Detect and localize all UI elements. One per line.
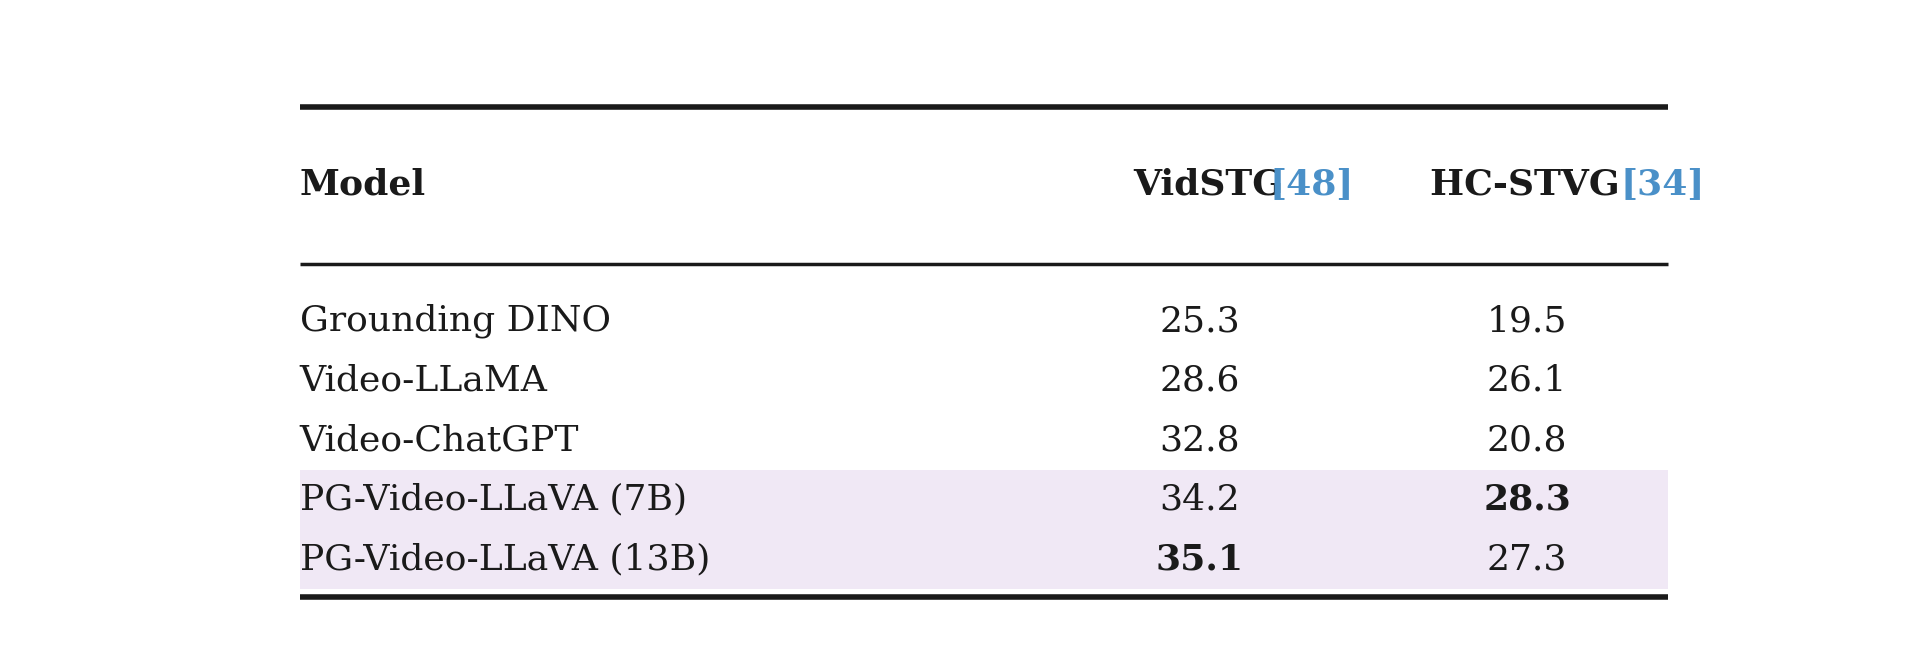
Text: 20.8: 20.8 (1486, 423, 1567, 457)
Text: [48]: [48] (1269, 167, 1354, 201)
Text: 27.3: 27.3 (1486, 542, 1567, 577)
Text: PG-Video-LLaVA (7B): PG-Video-LLaVA (7B) (300, 482, 687, 517)
Text: 28.3: 28.3 (1482, 482, 1571, 517)
Text: 32.8: 32.8 (1160, 423, 1240, 457)
Text: Video-LLaMA: Video-LLaMA (300, 364, 559, 398)
Text: [34]: [34] (1620, 167, 1705, 201)
Text: HC-STVG: HC-STVG (1430, 167, 1632, 201)
Text: 34.2: 34.2 (1160, 482, 1240, 517)
Bar (300, 470, 1668, 530)
Text: 35.1: 35.1 (1156, 542, 1244, 577)
Bar (300, 530, 1668, 589)
Text: 19.5: 19.5 (1486, 304, 1567, 338)
Text: Video-ChatGPT: Video-ChatGPT (300, 423, 591, 457)
Text: PG-Video-LLaVA (13B): PG-Video-LLaVA (13B) (300, 542, 710, 577)
Text: Model: Model (300, 167, 426, 201)
Text: 28.6: 28.6 (1160, 364, 1240, 398)
Text: VidSTG: VidSTG (1133, 167, 1296, 201)
Text: 25.3: 25.3 (1160, 304, 1240, 338)
Text: 26.1: 26.1 (1486, 364, 1567, 398)
Text: Grounding DINO: Grounding DINO (300, 304, 622, 339)
